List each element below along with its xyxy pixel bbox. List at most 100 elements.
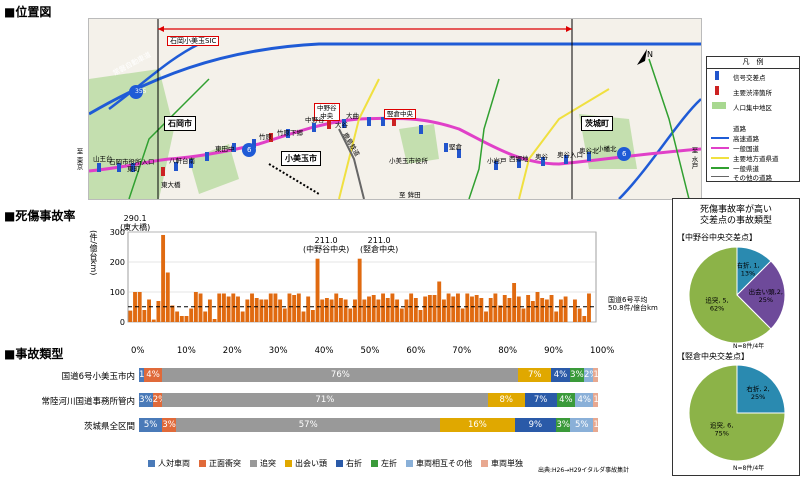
rate-bar-42 (324, 298, 329, 322)
stack-seg-0-2: 76% (162, 368, 519, 382)
rate-bar-57 (395, 299, 400, 322)
stack-seg-1-5: 4% (556, 393, 576, 407)
rate-bar-23 (236, 296, 240, 322)
road-2: 主要地方道県道 (733, 155, 779, 163)
rate-bar-18 (212, 319, 217, 322)
legend-item-2: 人口集中地区 (733, 104, 772, 112)
stack-seg-0-7: 1% (593, 368, 607, 382)
stack-seg-0-1: 4% (143, 368, 163, 382)
rate-bar-44 (334, 293, 339, 322)
rate-bar-88 (540, 298, 545, 322)
ibarakimachi-label: 茨城町 (581, 116, 613, 131)
rate-bar-91 (554, 311, 559, 322)
legend-label-2: 追突 (260, 459, 276, 468)
stack-seg-0-5: 3% (569, 368, 584, 382)
rate-bar-12 (184, 316, 189, 322)
rate-bar-71 (460, 308, 465, 322)
stack-seg-1-1: 2% (152, 393, 167, 407)
legend-item-0: 信号交差点 (733, 74, 766, 82)
pie1-title: 【竪倉中央交差点】 (677, 352, 749, 361)
reference-line-label: 国道6号平均 50.8件/億台km (608, 296, 658, 312)
rate-bar-14 (193, 292, 198, 322)
to-tokyo-label: 至 東京 (75, 148, 83, 170)
rate-bar-11 (179, 316, 184, 322)
rate-bar-5 (151, 319, 156, 322)
rate-bar-84 (521, 308, 526, 322)
legend-label-4: 右折 (346, 459, 362, 468)
rate-bar-25 (245, 299, 250, 322)
rate-bar-27 (254, 298, 259, 322)
expressway (89, 42, 701, 116)
rate-bar-59 (404, 299, 409, 322)
rate-bar-95 (573, 299, 577, 322)
rate-bar-22 (231, 293, 236, 322)
rate-bar-41 (320, 299, 325, 322)
rate-bar-10 (175, 311, 180, 322)
rate-bar-81 (507, 298, 512, 322)
rate-bar-31 (273, 293, 278, 322)
rate-bar-86 (530, 301, 535, 322)
ix-10: 大曲 (346, 112, 359, 120)
road-0: 高速道路 (733, 135, 759, 143)
road-1: 一般国道 (733, 145, 759, 153)
rate-bar-2 (137, 292, 142, 322)
route355-label: 355 (135, 88, 147, 95)
pie-label-出会い頭-0: 出会い頭,2, (749, 287, 783, 296)
rate-bar-75 (479, 298, 484, 322)
sic-label: 石岡小美玉SIC (167, 36, 220, 46)
legend-label-6: 車両相互その他 (416, 459, 472, 468)
stack-seg-1-0: 3% (139, 393, 153, 407)
rate-bar-0 (128, 310, 133, 322)
ix-14: 西郷地 (509, 155, 529, 163)
nakanoya-label: 中野谷 中央 (314, 103, 340, 121)
road-line-3 (711, 167, 729, 169)
road-line-4 (711, 176, 729, 177)
railway (268, 163, 320, 195)
annotation-0: 290.1 (東大橋) (120, 214, 151, 232)
rate-bar-78 (493, 293, 498, 322)
stack-seg-1-3: 8% (487, 393, 525, 407)
ix-6: 竹原 (259, 133, 272, 141)
rate-bar-43 (329, 299, 334, 322)
rate-bar-15 (198, 293, 203, 322)
roads-title: 道路 (733, 125, 746, 133)
pct-tick-8: 80% (498, 346, 518, 356)
rate-bar-19 (217, 293, 222, 322)
annotation-2: 211.0 (竪倉中央) (360, 236, 399, 254)
legend-title: 凡 例 (707, 57, 799, 69)
rate-bar-74 (474, 295, 479, 322)
to-mito-label: 至 水戸 (690, 147, 698, 169)
legend-series-4: 右折 (336, 458, 362, 469)
congestion-legend-icon (715, 86, 719, 95)
rate-bar-45 (339, 298, 343, 322)
rate-bar-92 (558, 299, 563, 322)
legend-series-3: 出会い頭 (285, 458, 327, 469)
rate-bar-21 (226, 296, 231, 322)
rate-bar-24 (240, 311, 245, 322)
rate-bar-7 (161, 234, 166, 322)
pie-label-追突-1: 75% (714, 429, 728, 437)
stack-row-1: 3% 2% 71% 8% 7% 4% 4% 1% (139, 393, 607, 407)
stack-seg-2-3: 16% (440, 418, 515, 432)
source-note: 出典:H26→H29イタルダ事故集計 (538, 467, 630, 474)
rate-bar-79 (498, 305, 502, 322)
rate-bar-13 (189, 308, 194, 322)
pct-tick-0: 0% (131, 346, 145, 356)
north-arrow: N (637, 49, 653, 65)
rate-bar-30 (268, 293, 273, 322)
omitama-city-label: 小美玉市 (281, 151, 321, 166)
rate-bar-64 (427, 295, 432, 322)
pie-slice-出会い頭 (736, 260, 786, 330)
rate-bar-72 (465, 293, 470, 322)
accident-type-chart: 国道6号小美玉市内1%4%76%7%4%3%2%1%常陸河川国道事務所管内3%2… (0, 368, 670, 448)
stack-seg-2-1: 3% (162, 418, 177, 432)
intersection-panel: 死傷事故率が高い 交差点の事故類型 【中野谷中央交差点】 右折, 1, 13% 出会… (672, 198, 800, 476)
pie-label-追突-0: 追突, 6, (710, 420, 733, 429)
pct-tick-5: 50% (360, 346, 380, 356)
pct-tick-9: 90% (544, 346, 563, 356)
section-title-location: ■位置図 (4, 5, 52, 19)
legend-swatch-2 (250, 460, 257, 467)
legend-series-2: 追突 (250, 458, 276, 469)
stack-category-2: 茨城県全区間 (83, 422, 135, 432)
rate-bar-61 (413, 298, 418, 322)
